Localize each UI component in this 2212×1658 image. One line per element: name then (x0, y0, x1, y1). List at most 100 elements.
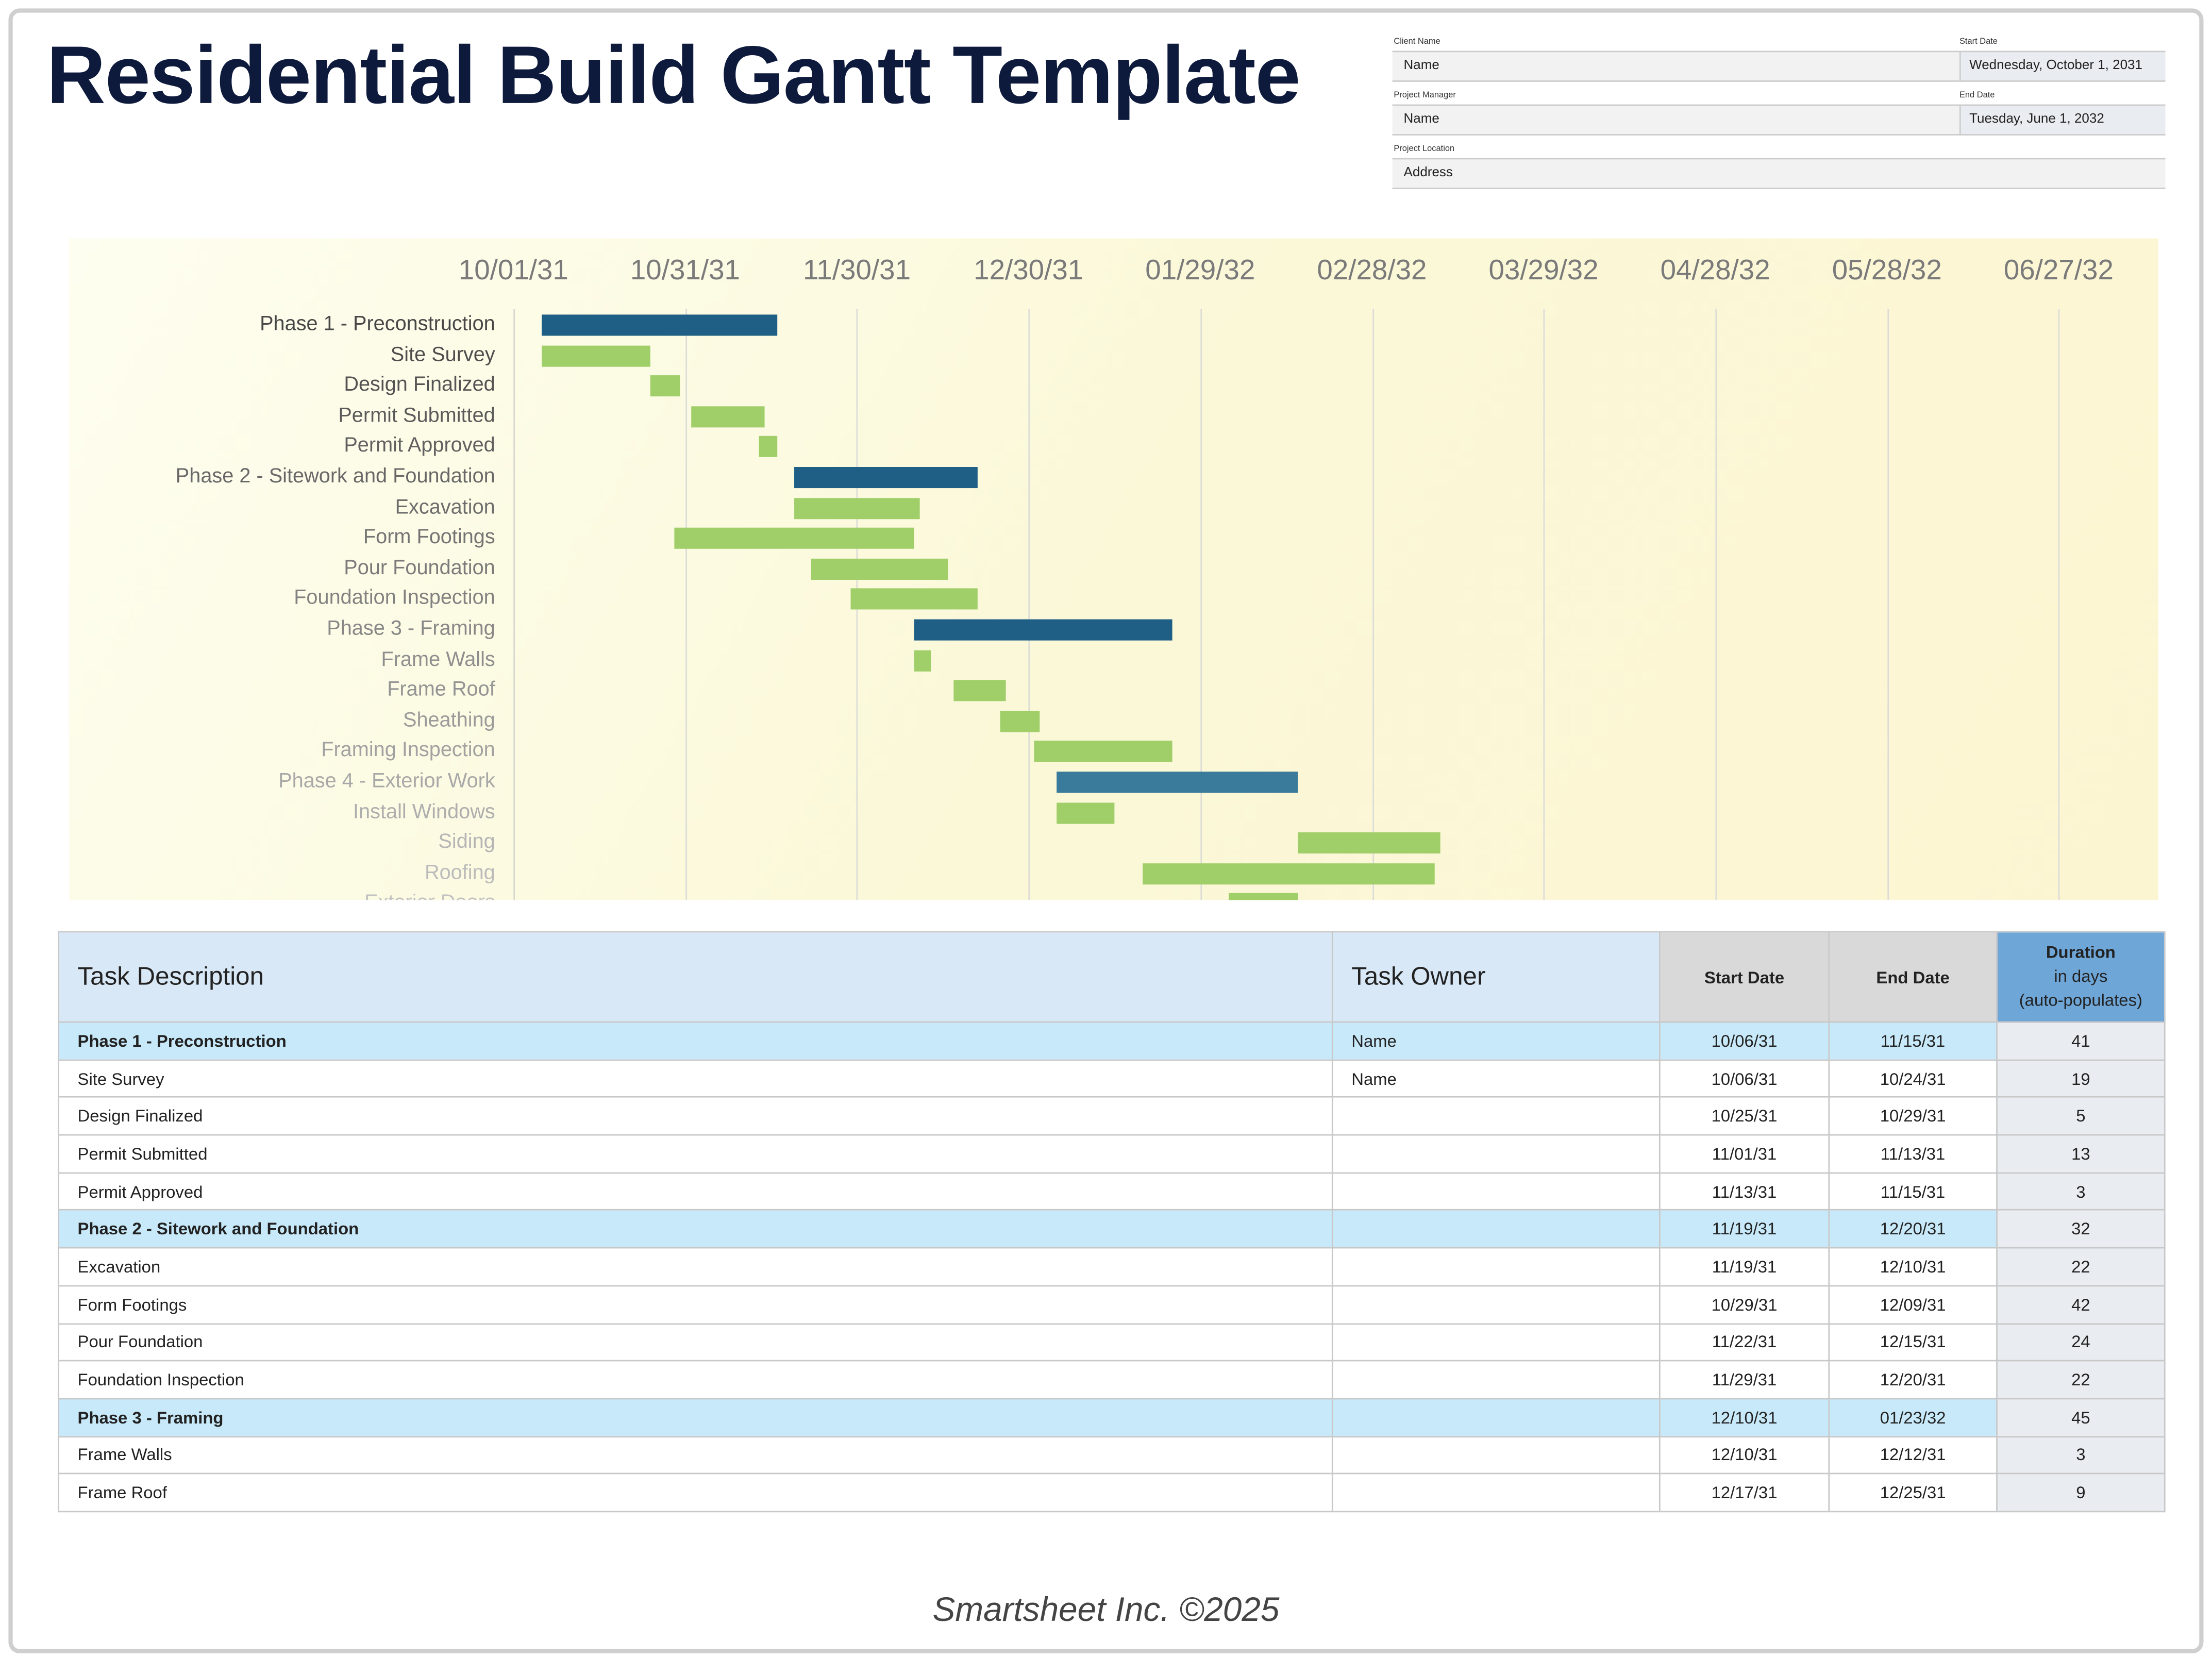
task-bar[interactable] (811, 558, 949, 580)
phase-bar[interactable] (542, 314, 777, 336)
end-date-cell[interactable]: 11/15/31 (1828, 1021, 1998, 1061)
task-owner-cell[interactable] (1331, 1435, 1661, 1475)
end-date-cell[interactable]: 12/25/31 (1828, 1473, 1998, 1513)
task-description-cell[interactable]: Form Footings (58, 1285, 1333, 1324)
start-date-cell[interactable]: 11/29/31 (1658, 1360, 1830, 1399)
end-date-cell[interactable]: 12/15/31 (1828, 1322, 1998, 1362)
end-date-cell[interactable]: 12/20/31 (1828, 1209, 1998, 1249)
start-date-cell[interactable]: 12/17/31 (1658, 1473, 1830, 1513)
task-owner-cell[interactable] (1331, 1285, 1661, 1324)
task-owner-cell[interactable] (1331, 1247, 1661, 1286)
start-date-cell[interactable]: 10/29/31 (1658, 1285, 1830, 1324)
task-description-cell[interactable]: Pour Foundation (58, 1322, 1333, 1362)
task-description-cell[interactable]: Foundation Inspection (58, 1360, 1333, 1399)
start-date-cell[interactable]: 12/10/31 (1658, 1398, 1830, 1437)
gridline (1715, 309, 1717, 900)
start-date-cell[interactable]: 10/06/31 (1658, 1059, 1830, 1098)
start-date-cell[interactable]: 10/25/31 (1658, 1096, 1830, 1136)
task-label: Sheathing (403, 709, 495, 732)
task-bar[interactable] (914, 649, 931, 671)
task-bar[interactable] (794, 497, 920, 519)
task-owner-cell[interactable] (1331, 1398, 1661, 1437)
start-date-cell[interactable]: 11/19/31 (1658, 1247, 1830, 1286)
task-owner-cell[interactable] (1331, 1134, 1661, 1174)
task-label: Exterior Doors (364, 892, 495, 900)
header-end-date: End Date (1828, 931, 1998, 1023)
table-row: Form Footings 10/29/31 12/09/31 42 (58, 1285, 2166, 1324)
task-owner-cell[interactable] (1331, 1360, 1661, 1399)
x-tick-label: 06/27/32 (2003, 255, 2114, 287)
task-label: Frame Roof (387, 679, 495, 701)
task-description-cell[interactable]: Permit Submitted (58, 1134, 1333, 1174)
task-table: Task Description Task Owner Start Date E… (58, 931, 2166, 1513)
start-date-field[interactable]: Wednesday, October 1, 2031 (1959, 51, 2166, 82)
task-description-cell[interactable]: Frame Roof (58, 1473, 1333, 1513)
chart-axis-line (513, 309, 515, 900)
task-owner-cell[interactable]: Name (1331, 1059, 1661, 1098)
end-date-cell[interactable]: 12/09/31 (1828, 1285, 1998, 1324)
task-owner-cell[interactable] (1331, 1171, 1661, 1211)
end-date-cell[interactable]: 11/13/31 (1828, 1134, 1998, 1174)
phase-bar[interactable] (1057, 772, 1298, 793)
task-bar[interactable] (1057, 802, 1115, 824)
task-description-cell[interactable]: Frame Walls (58, 1435, 1333, 1475)
end-date-cell[interactable]: 12/10/31 (1828, 1247, 1998, 1286)
page-frame (8, 8, 2204, 1653)
task-label: Phase 1 - Preconstruction (260, 313, 495, 336)
task-bar[interactable] (1143, 863, 1435, 884)
task-description-cell[interactable]: Design Finalized (58, 1096, 1333, 1136)
task-owner-cell[interactable]: Name (1331, 1021, 1661, 1061)
gridline (685, 309, 687, 900)
end-date-cell[interactable]: 11/15/31 (1828, 1171, 1998, 1211)
task-owner-cell[interactable] (1331, 1473, 1661, 1513)
header-duration: Duration in days (auto-populates) (1996, 931, 2166, 1023)
end-date-cell[interactable]: 10/29/31 (1828, 1096, 1998, 1136)
task-label: Permit Submitted (338, 405, 495, 427)
task-description-cell[interactable]: Phase 3 - Framing (58, 1398, 1333, 1437)
end-date-cell[interactable]: 12/20/31 (1828, 1360, 1998, 1399)
task-bar[interactable] (691, 406, 765, 427)
task-description-cell[interactable]: Excavation (58, 1247, 1333, 1286)
x-tick-label: 11/30/31 (803, 255, 911, 287)
start-date-cell[interactable]: 12/10/31 (1658, 1435, 1830, 1475)
task-bar[interactable] (851, 589, 977, 610)
project-manager-field[interactable]: Name (1392, 104, 1959, 136)
start-date-cell[interactable]: 11/19/31 (1658, 1209, 1830, 1249)
task-description-cell[interactable]: Site Survey (58, 1059, 1333, 1098)
end-date-cell[interactable]: 01/23/32 (1828, 1398, 1998, 1437)
end-date-field[interactable]: Tuesday, June 1, 2032 (1959, 104, 2166, 136)
task-bar[interactable] (1229, 893, 1298, 900)
phase-bar[interactable] (794, 467, 977, 489)
client-name-field[interactable]: Name (1392, 51, 1959, 82)
start-date-cell[interactable]: 11/13/31 (1658, 1171, 1830, 1211)
task-bar[interactable] (1034, 741, 1172, 763)
task-description-cell[interactable]: Phase 2 - Sitework and Foundation (58, 1209, 1333, 1249)
task-description-cell[interactable]: Phase 1 - Preconstruction (58, 1021, 1333, 1061)
task-owner-cell[interactable] (1331, 1096, 1661, 1136)
task-bar[interactable] (674, 528, 914, 549)
task-label: Phase 2 - Sitework and Foundation (175, 465, 495, 489)
duration-cell: 22 (1996, 1360, 2166, 1399)
gridline (1028, 309, 1030, 900)
task-description-cell[interactable]: Permit Approved (58, 1171, 1333, 1211)
page-title: Residential Build Gantt Template (46, 29, 1300, 122)
start-date-cell[interactable]: 10/06/31 (1658, 1021, 1830, 1061)
task-owner-cell[interactable] (1331, 1322, 1661, 1362)
duration-cell: 3 (1996, 1435, 2166, 1475)
end-date-cell[interactable]: 10/24/31 (1828, 1059, 1998, 1098)
task-bar[interactable] (542, 345, 651, 366)
task-bar[interactable] (954, 680, 1006, 701)
header-task-owner: Task Owner (1331, 931, 1661, 1023)
task-bar[interactable] (759, 436, 777, 458)
task-owner-cell[interactable] (1331, 1209, 1661, 1249)
x-tick-label: 01/29/32 (1145, 255, 1255, 287)
project-location-field[interactable]: Address (1392, 158, 2166, 189)
phase-bar[interactable] (914, 619, 1172, 641)
start-date-cell[interactable]: 11/01/31 (1658, 1134, 1830, 1174)
end-date-cell[interactable]: 12/12/31 (1828, 1435, 1998, 1475)
task-bar[interactable] (1297, 832, 1441, 854)
table-row: Frame Walls 12/10/31 12/12/31 3 (58, 1435, 2166, 1475)
start-date-cell[interactable]: 11/22/31 (1658, 1322, 1830, 1362)
task-bar[interactable] (650, 375, 680, 397)
task-bar[interactable] (1000, 710, 1040, 732)
